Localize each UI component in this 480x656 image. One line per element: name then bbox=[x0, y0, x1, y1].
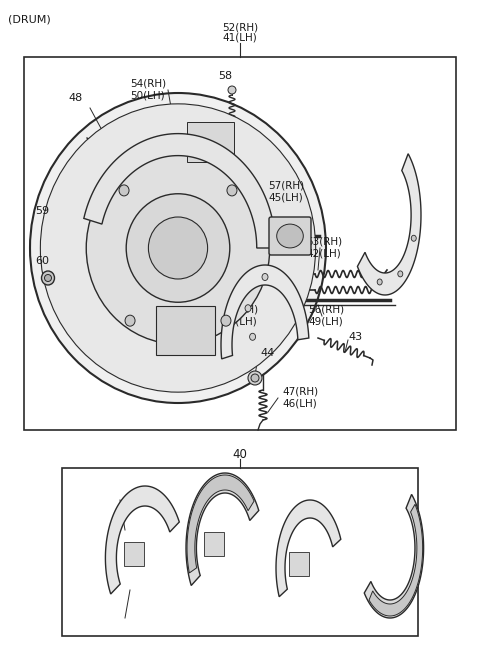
Text: 57(RH): 57(RH) bbox=[268, 180, 304, 190]
Polygon shape bbox=[364, 495, 423, 618]
Text: 46(LH): 46(LH) bbox=[282, 398, 317, 408]
FancyBboxPatch shape bbox=[204, 532, 224, 556]
Polygon shape bbox=[84, 134, 276, 248]
Ellipse shape bbox=[221, 315, 231, 326]
FancyBboxPatch shape bbox=[187, 122, 234, 162]
Text: 59: 59 bbox=[35, 206, 49, 216]
Ellipse shape bbox=[262, 274, 268, 281]
Ellipse shape bbox=[251, 374, 259, 382]
Text: 58: 58 bbox=[218, 71, 232, 81]
Polygon shape bbox=[186, 473, 259, 586]
FancyBboxPatch shape bbox=[269, 217, 311, 255]
Text: 40: 40 bbox=[233, 448, 247, 461]
Text: 45(LH): 45(LH) bbox=[268, 192, 303, 202]
Text: 49(LH): 49(LH) bbox=[308, 317, 343, 327]
Ellipse shape bbox=[248, 371, 262, 385]
Ellipse shape bbox=[41, 271, 55, 285]
Text: 52(RH): 52(RH) bbox=[222, 22, 258, 32]
Bar bbox=[24, 57, 456, 430]
Ellipse shape bbox=[227, 185, 237, 196]
Ellipse shape bbox=[30, 93, 326, 403]
Polygon shape bbox=[369, 504, 422, 616]
Ellipse shape bbox=[86, 152, 270, 344]
Text: 60: 60 bbox=[35, 256, 49, 266]
Bar bbox=[62, 468, 418, 636]
FancyBboxPatch shape bbox=[124, 542, 144, 566]
Text: 47(RH): 47(RH) bbox=[282, 386, 318, 396]
Polygon shape bbox=[106, 486, 180, 594]
Text: (DRUM): (DRUM) bbox=[8, 14, 51, 24]
FancyBboxPatch shape bbox=[156, 306, 215, 355]
Ellipse shape bbox=[411, 236, 416, 241]
Ellipse shape bbox=[45, 274, 51, 281]
Text: 54(RH): 54(RH) bbox=[130, 78, 166, 88]
Ellipse shape bbox=[125, 315, 135, 326]
Text: 53(RH): 53(RH) bbox=[306, 236, 342, 246]
Polygon shape bbox=[358, 154, 421, 295]
Ellipse shape bbox=[250, 333, 255, 340]
Ellipse shape bbox=[377, 279, 382, 285]
Text: 41(LH): 41(LH) bbox=[223, 33, 257, 43]
Text: 42(LH): 42(LH) bbox=[306, 248, 341, 258]
Ellipse shape bbox=[398, 271, 403, 277]
Ellipse shape bbox=[119, 185, 129, 196]
Text: 51(LH): 51(LH) bbox=[222, 317, 257, 327]
Polygon shape bbox=[187, 475, 254, 573]
Ellipse shape bbox=[245, 305, 251, 312]
Ellipse shape bbox=[276, 224, 303, 248]
Text: 56(RH): 56(RH) bbox=[308, 305, 344, 315]
Ellipse shape bbox=[40, 104, 316, 392]
Text: 50(LH): 50(LH) bbox=[130, 90, 165, 100]
Text: 55(RH): 55(RH) bbox=[222, 305, 258, 315]
Polygon shape bbox=[221, 265, 309, 359]
Text: 43: 43 bbox=[348, 332, 362, 342]
Polygon shape bbox=[276, 500, 341, 597]
Ellipse shape bbox=[148, 217, 207, 279]
Ellipse shape bbox=[228, 86, 236, 94]
Ellipse shape bbox=[126, 194, 230, 302]
Text: 44: 44 bbox=[260, 348, 274, 358]
Text: 48: 48 bbox=[68, 93, 82, 103]
FancyBboxPatch shape bbox=[289, 552, 309, 576]
